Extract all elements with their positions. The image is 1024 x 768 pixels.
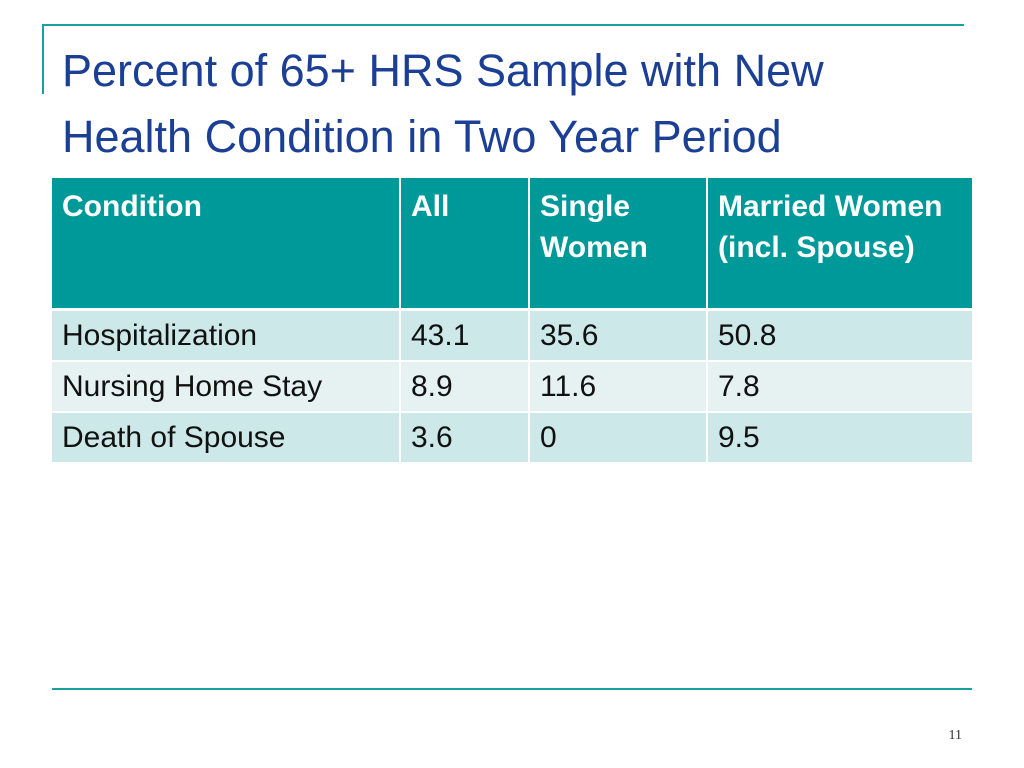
slide-title-line-1: Percent of 65+ HRS Sample with New — [62, 45, 824, 96]
slide-title-line-2: Health Condition in Two Year Period — [62, 111, 782, 162]
footer-line — [52, 688, 972, 690]
cell-all: 43.1 — [399, 311, 528, 362]
table-header-row: Condition All Single Women Married Women… — [52, 178, 972, 311]
conditions-table: Condition All Single Women Married Women… — [52, 178, 972, 464]
slide-title: Percent of 65+ HRS Sample with New Healt… — [62, 38, 962, 170]
page-number: 11 — [948, 728, 962, 743]
cell-single-women: 35.6 — [528, 311, 706, 362]
cell-single-women: 11.6 — [528, 362, 706, 413]
table-row: Hospitalization 43.1 35.6 50.8 — [52, 311, 972, 362]
cell-single-women: 0 — [528, 413, 706, 464]
frame-top-line — [42, 24, 964, 26]
cell-all: 8.9 — [399, 362, 528, 413]
header-all: All — [399, 178, 528, 311]
header-married-women: Married Women (incl. Spouse) — [706, 178, 972, 311]
frame-left-line — [42, 24, 44, 94]
cell-married-women: 7.8 — [706, 362, 972, 413]
table-row: Death of Spouse 3.6 0 9.5 — [52, 413, 972, 464]
cell-condition: Death of Spouse — [52, 413, 399, 464]
cell-married-women: 9.5 — [706, 413, 972, 464]
header-condition: Condition — [52, 178, 399, 311]
cell-condition: Hospitalization — [52, 311, 399, 362]
cell-all: 3.6 — [399, 413, 528, 464]
table-row: Nursing Home Stay 8.9 11.6 7.8 — [52, 362, 972, 413]
header-single-women: Single Women — [528, 178, 706, 311]
cell-married-women: 50.8 — [706, 311, 972, 362]
cell-condition: Nursing Home Stay — [52, 362, 399, 413]
